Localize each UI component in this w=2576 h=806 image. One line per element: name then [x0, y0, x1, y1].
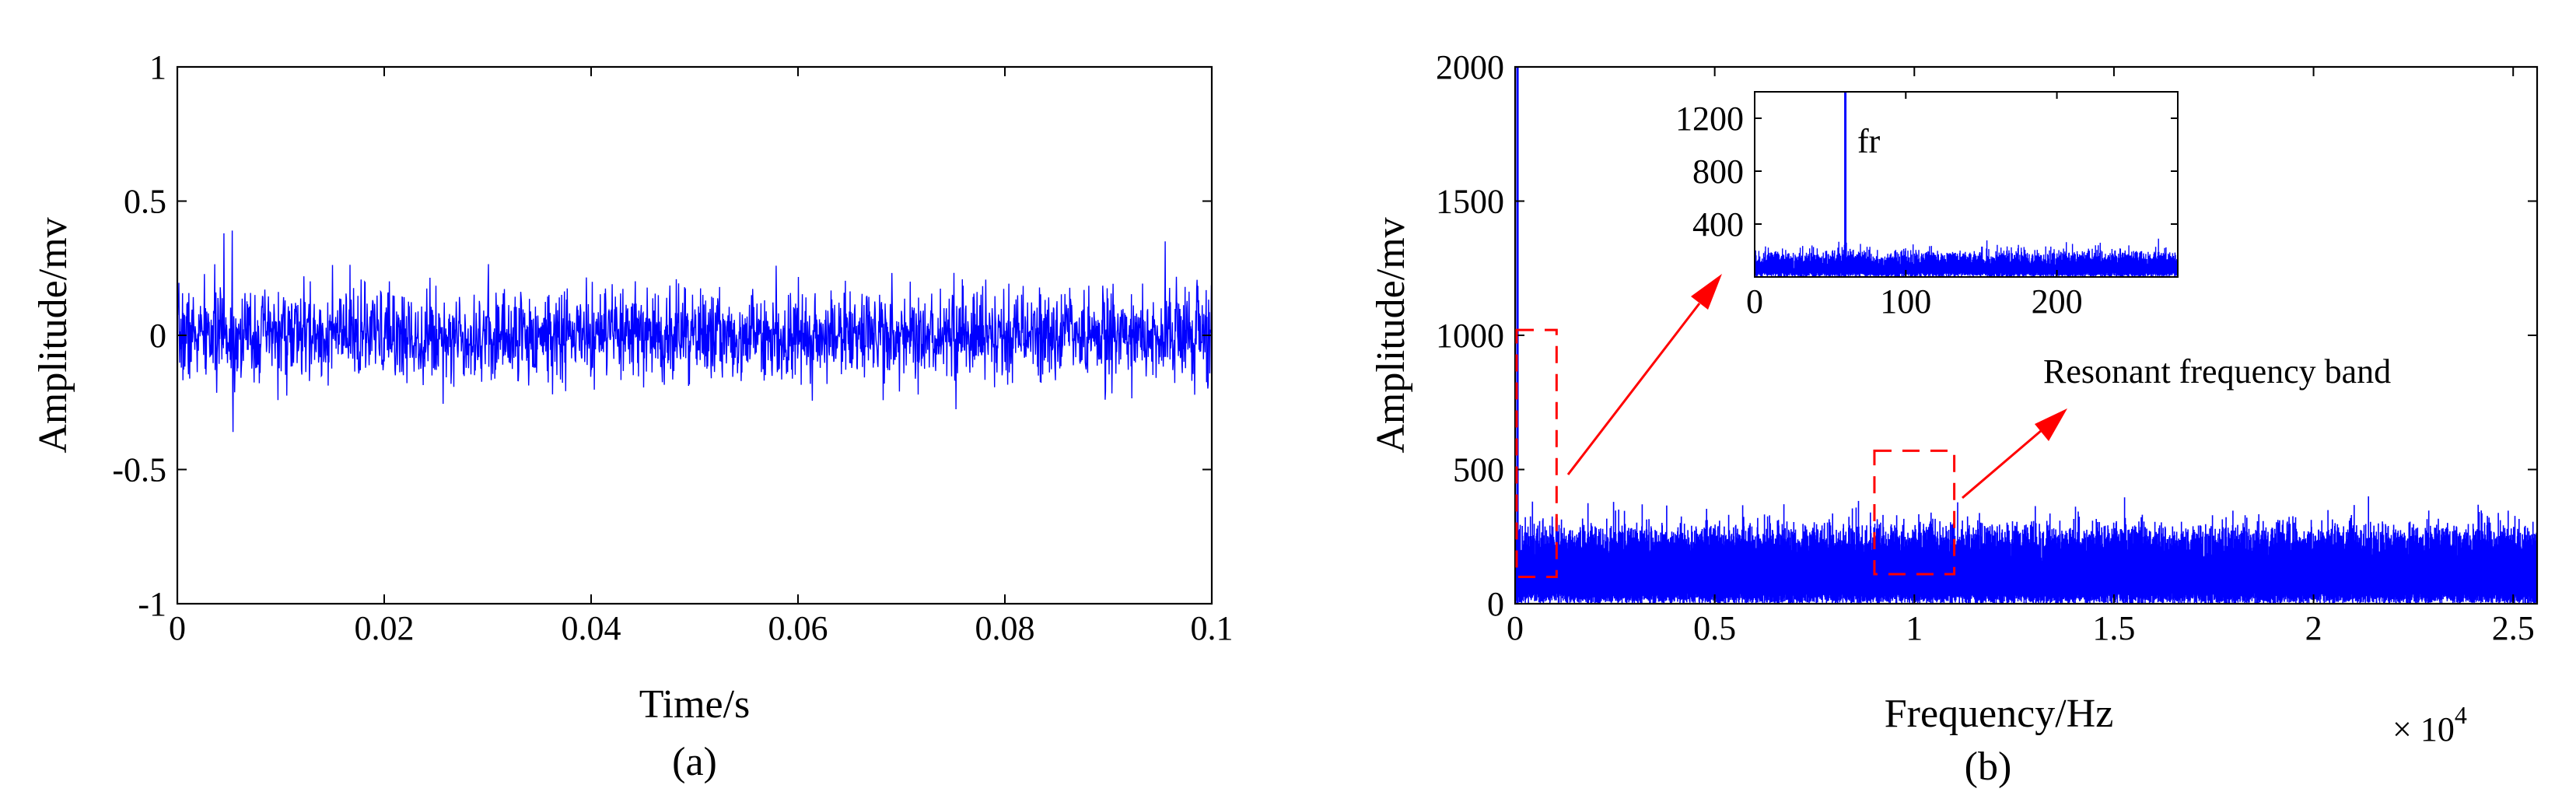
inset-plot-frame: [1754, 91, 2179, 278]
chart-a: 0 0.02 0.04 0.06 0.08 0.1 -1-0.500.51 Time/s …: [31, 48, 1234, 784]
low-frequency-box: [1515, 328, 1558, 578]
y-tick-label: 1: [149, 48, 166, 86]
arrow-to-inset: [1566, 274, 1722, 475]
x-tick-label: 0: [1746, 282, 1763, 321]
x-tick-label: 2.5: [2492, 609, 2535, 647]
x-tick-label: 0: [169, 609, 186, 647]
x-tick-label: 0.5: [1693, 609, 1736, 647]
chart-b-x-axis-label: Frequency/Hz: [1885, 692, 2114, 736]
chart-b-x-ticks: 0 0.5 1 1.5 2 2.5: [1507, 67, 2535, 647]
x-tick-label: 0.1: [1191, 609, 1234, 647]
y-tick-label: 1200: [1675, 100, 1744, 138]
chart-a-caption: (a): [672, 740, 717, 784]
y-tick-label: -1: [138, 585, 166, 623]
resonant-band-box: [1873, 449, 1956, 576]
chart-a-y-axis-label: Amplitude/mv: [31, 217, 75, 453]
y-tick-label: 0: [149, 317, 166, 355]
y-tick-label: 0: [1487, 585, 1504, 623]
x-tick-label: 0.02: [355, 609, 415, 647]
x-tick-label: 100: [1880, 282, 1931, 321]
resonant-band-annotation: Resonant frequency band: [2043, 352, 2391, 391]
chart-b-x-multiplier-exp: 4: [2455, 701, 2467, 729]
x-tick-label: 200: [2032, 282, 2083, 321]
y-tick-label: -0.5: [112, 451, 166, 489]
x-tick-label: 1.5: [2092, 609, 2135, 647]
chart-b-caption: (b): [1965, 745, 2012, 789]
y-tick-label: 800: [1692, 152, 1744, 191]
chart-b-y-axis-label: Amplitude/mv: [1369, 217, 1413, 453]
x-tick-label: 1: [1906, 609, 1923, 647]
y-tick-label: 400: [1692, 205, 1744, 244]
chart-b-x-multiplier: × 104: [2392, 701, 2467, 748]
x-tick-label: 0.04: [562, 609, 621, 647]
chart-a-x-axis-label: Time/s: [639, 682, 751, 727]
chart-a-x-ticks: 0 0.02 0.04 0.06 0.08 0.1: [169, 67, 1234, 647]
chart-a-y-ticks: -1 -0.5 0 0.5 1: [112, 48, 1212, 623]
y-tick-label: 1000: [1436, 317, 1504, 355]
signal-trace: [177, 230, 1213, 433]
y-tick-label: 500: [1453, 451, 1504, 489]
x-tick-label: 0.06: [768, 609, 828, 647]
y-tick-label: 2000: [1436, 48, 1504, 86]
chart-a-signal-line: [177, 230, 1213, 433]
inset-chart: 0 100 200 400 800 1200 fr: [1675, 91, 2179, 321]
chart-b-x-multiplier-base: × 10: [2392, 710, 2455, 748]
x-tick-label: 0.08: [975, 609, 1035, 647]
y-tick-label: 0.5: [124, 183, 166, 221]
x-tick-label: 2: [2305, 609, 2322, 647]
spectrum-trace: [1514, 496, 2538, 604]
x-tick-label: 0: [1507, 609, 1524, 647]
y-tick-label: 1500: [1436, 183, 1504, 221]
inset-y-ticks: 400 800 1200: [1675, 100, 2178, 244]
arrow-to-resonant-label: [1962, 408, 2067, 499]
inset-spike-label: fr: [1857, 122, 1881, 160]
inset-x-ticks: 0 100 200: [1746, 92, 2083, 321]
